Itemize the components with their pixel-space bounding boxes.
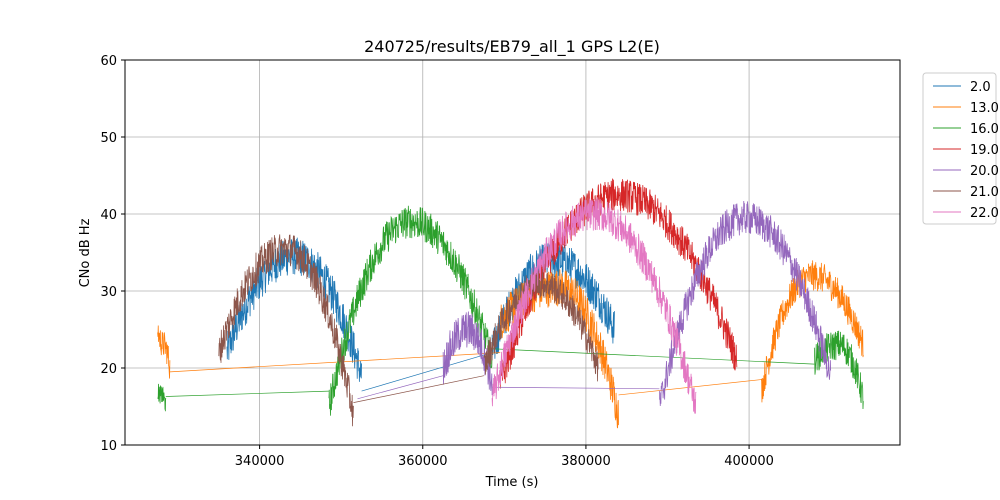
series-connector (165, 390, 329, 397)
series-arc (483, 268, 599, 382)
chart-title: 240725/results/EB79_all_1 GPS L2(E) (364, 37, 660, 57)
series-arc (491, 197, 697, 414)
series-arc (658, 201, 832, 406)
series-connector (492, 386, 660, 390)
x-axis-label: Time (s) (485, 475, 539, 490)
series-arc (760, 260, 864, 403)
x-tick-label: 380000 (561, 454, 611, 469)
series-arc (157, 325, 171, 379)
series-20.0 (357, 201, 832, 406)
series-connector (618, 379, 762, 396)
legend-label: 21.0 (970, 185, 999, 200)
series-arc (813, 330, 864, 410)
y-tick-label: 30 (100, 285, 117, 300)
series-13.0 (157, 260, 864, 429)
y-tick-label: 50 (100, 131, 117, 146)
y-axis-label: CNo dB Hz (78, 218, 93, 287)
legend-label: 13.0 (970, 101, 999, 116)
series-connector (357, 375, 444, 400)
legend-label: 16.0 (970, 122, 999, 137)
series-16.0 (157, 205, 864, 416)
legend-label: 20.0 (970, 164, 999, 179)
x-tick-label: 340000 (235, 454, 285, 469)
series-arc (328, 205, 493, 416)
series-layer (157, 178, 864, 429)
y-tick-label: 60 (100, 54, 117, 69)
legend-label: 2.0 (970, 80, 991, 95)
y-tick-label: 40 (100, 208, 117, 223)
series-connector (361, 352, 493, 392)
series-connector (353, 375, 485, 403)
series-arc (157, 383, 167, 412)
plot-frame (124, 59, 901, 446)
series-connector (169, 352, 501, 373)
legend-label: 22.0 (970, 206, 999, 221)
legend: 2.0 13.0 16.0 19.0 20.0 21.0 22.0 (922, 72, 999, 225)
x-tick-label: 400000 (724, 454, 774, 469)
series-22.0 (491, 197, 697, 414)
y-tick-label: 10 (100, 439, 117, 454)
tick-layer: 340000 360000 380000 400000 10 20 30 40 50 60 (100, 54, 773, 469)
series-connector (492, 348, 815, 365)
series-arc (218, 234, 354, 427)
y-tick-label: 20 (100, 362, 117, 377)
series-21.0 (218, 234, 599, 427)
x-tick-label: 360000 (398, 454, 448, 469)
series-arc (442, 311, 493, 396)
legend-label: 19.0 (970, 143, 999, 158)
